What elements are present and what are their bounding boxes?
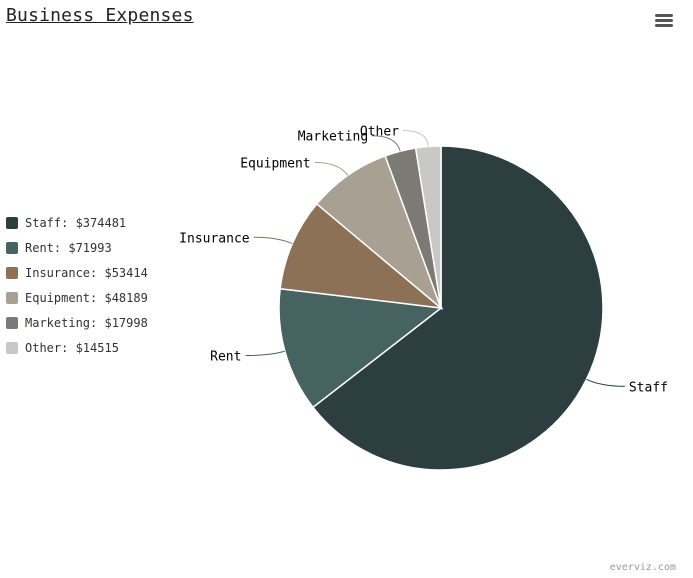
data-label-marketing: Marketing (298, 130, 368, 145)
chart-title: Business Expenses (6, 5, 194, 26)
credit-link[interactable]: everviz.com (609, 562, 676, 573)
pie-slice-other[interactable] (414, 145, 442, 309)
data-label-staff: Staff (629, 380, 668, 395)
legend-label: Staff: $374481 (25, 215, 127, 230)
legend-label: Equipment: $48189 (25, 290, 148, 305)
legend-swatch (6, 316, 18, 329)
legend-item-rent[interactable]: Rent: $71993 (6, 235, 148, 260)
connector-staff (586, 378, 625, 387)
legend-label: Rent: $71993 (25, 240, 112, 255)
legend-item-insurance[interactable]: Insurance: $53414 (6, 260, 148, 285)
connector-insurance (253, 236, 293, 245)
legend-swatch (6, 291, 18, 304)
hamburger-menu-icon[interactable] (654, 12, 674, 32)
legend-swatch (6, 241, 18, 254)
data-label-equipment: Equipment (240, 156, 310, 171)
legend-label: Marketing: $17998 (25, 315, 148, 330)
connector-other (403, 130, 429, 147)
connector-rent (245, 350, 286, 357)
legend-item-marketing[interactable]: Marketing: $17998 (6, 310, 148, 335)
legend-item-staff[interactable]: Staff: $374481 (6, 210, 148, 235)
data-label-rent: Rent (210, 350, 241, 365)
legend-label: Other: $14515 (25, 340, 119, 355)
data-label-insurance: Insurance (179, 231, 250, 246)
legend: Staff: $374481 Rent: $71993 Insurance: $… (6, 210, 148, 360)
legend-swatch (6, 341, 18, 354)
legend-item-equipment[interactable]: Equipment: $48189 (6, 285, 148, 310)
legend-swatch (6, 216, 18, 229)
legend-swatch (6, 266, 18, 279)
data-label-other: Other (360, 125, 399, 140)
legend-item-other[interactable]: Other: $14515 (6, 335, 148, 360)
connector-equipment (314, 161, 349, 176)
legend-label: Insurance: $53414 (25, 265, 148, 280)
pie-slice-staff[interactable] (311, 145, 604, 471)
pie-slice-insurance[interactable] (279, 202, 444, 310)
connector-marketing (372, 135, 401, 152)
